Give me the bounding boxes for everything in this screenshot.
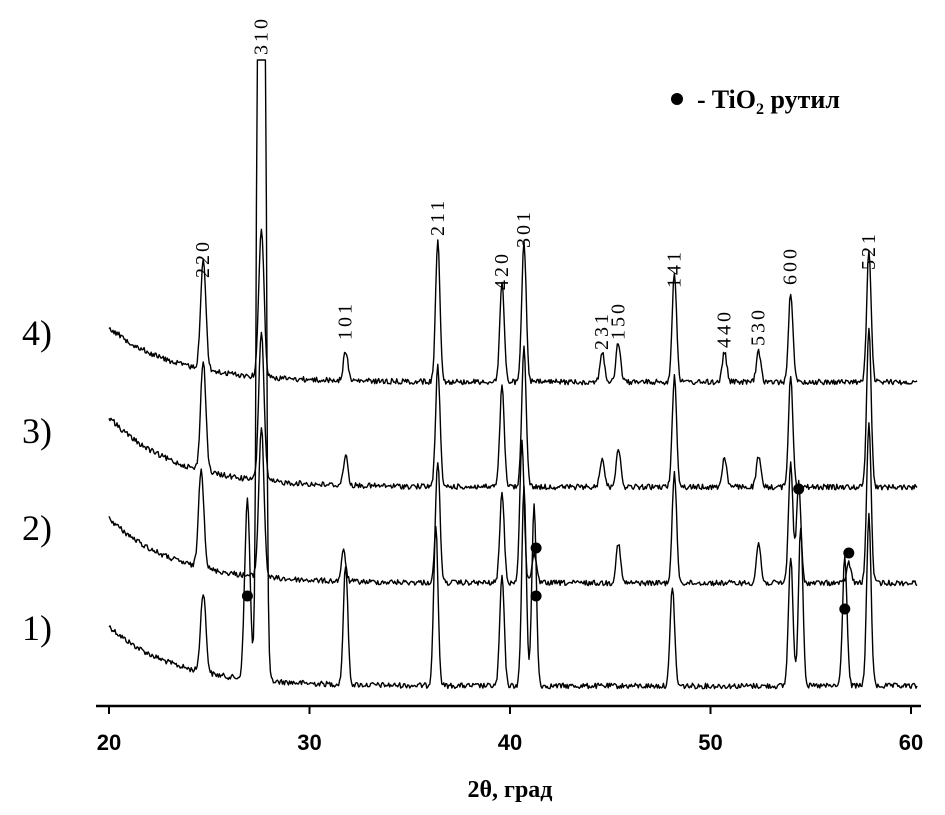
rutile-marker [839, 603, 851, 615]
series-label-3: 3) [22, 411, 52, 451]
legend: - TiO2 рутил [671, 85, 840, 118]
legend-marker-dot [671, 93, 683, 105]
peak-label-440: 440 [714, 309, 736, 348]
series-labels-layer: 1) 2) 3) 4) [22, 313, 52, 648]
legend-text: - TiO2 рутил [697, 85, 840, 118]
rutile-markers-layer [241, 483, 855, 615]
x-ticks-layer: 20 30 40 50 60 [97, 706, 923, 755]
rutile-marker [530, 542, 542, 554]
x-tick-label: 30 [297, 730, 321, 755]
peak-label-521: 521 [858, 231, 880, 270]
peak-label-211: 211 [427, 198, 449, 236]
series-label-2: 2) [22, 508, 52, 548]
peak-label-101: 101 [335, 301, 357, 340]
peak-label-530: 530 [748, 307, 770, 346]
peak-label-231: 231 [591, 311, 613, 350]
peak-label-600: 600 [780, 246, 802, 285]
traces-layer [108, 59, 918, 690]
rutile-marker [793, 483, 805, 495]
rutile-marker [241, 590, 253, 602]
legend-text-suffix: рутил [764, 85, 840, 114]
series-trace-2 [108, 422, 918, 587]
peak-label-220: 220 [192, 239, 214, 278]
x-tick-label: 60 [899, 730, 923, 755]
series-trace-1 [108, 59, 918, 690]
series-label-4: 4) [22, 313, 52, 353]
peak-label-310: 310 [250, 16, 272, 55]
legend-text-prefix: - TiO [697, 85, 756, 114]
x-axis-label: 2θ, град [468, 777, 553, 803]
series-label-1: 1) [22, 608, 52, 648]
peak-label-150: 150 [607, 301, 629, 340]
x-tick-label: 40 [498, 730, 522, 755]
series-trace-4 [108, 228, 918, 386]
rutile-marker [843, 547, 855, 559]
legend-text-sub: 2 [756, 101, 764, 118]
peak-label-141: 141 [663, 249, 685, 288]
rutile-marker [530, 590, 542, 602]
x-tick-label: 50 [698, 730, 722, 755]
x-tick-label: 20 [97, 730, 121, 755]
peak-label-301: 301 [513, 209, 535, 248]
series-trace-3 [108, 327, 918, 491]
peak-label-420: 420 [491, 251, 513, 290]
